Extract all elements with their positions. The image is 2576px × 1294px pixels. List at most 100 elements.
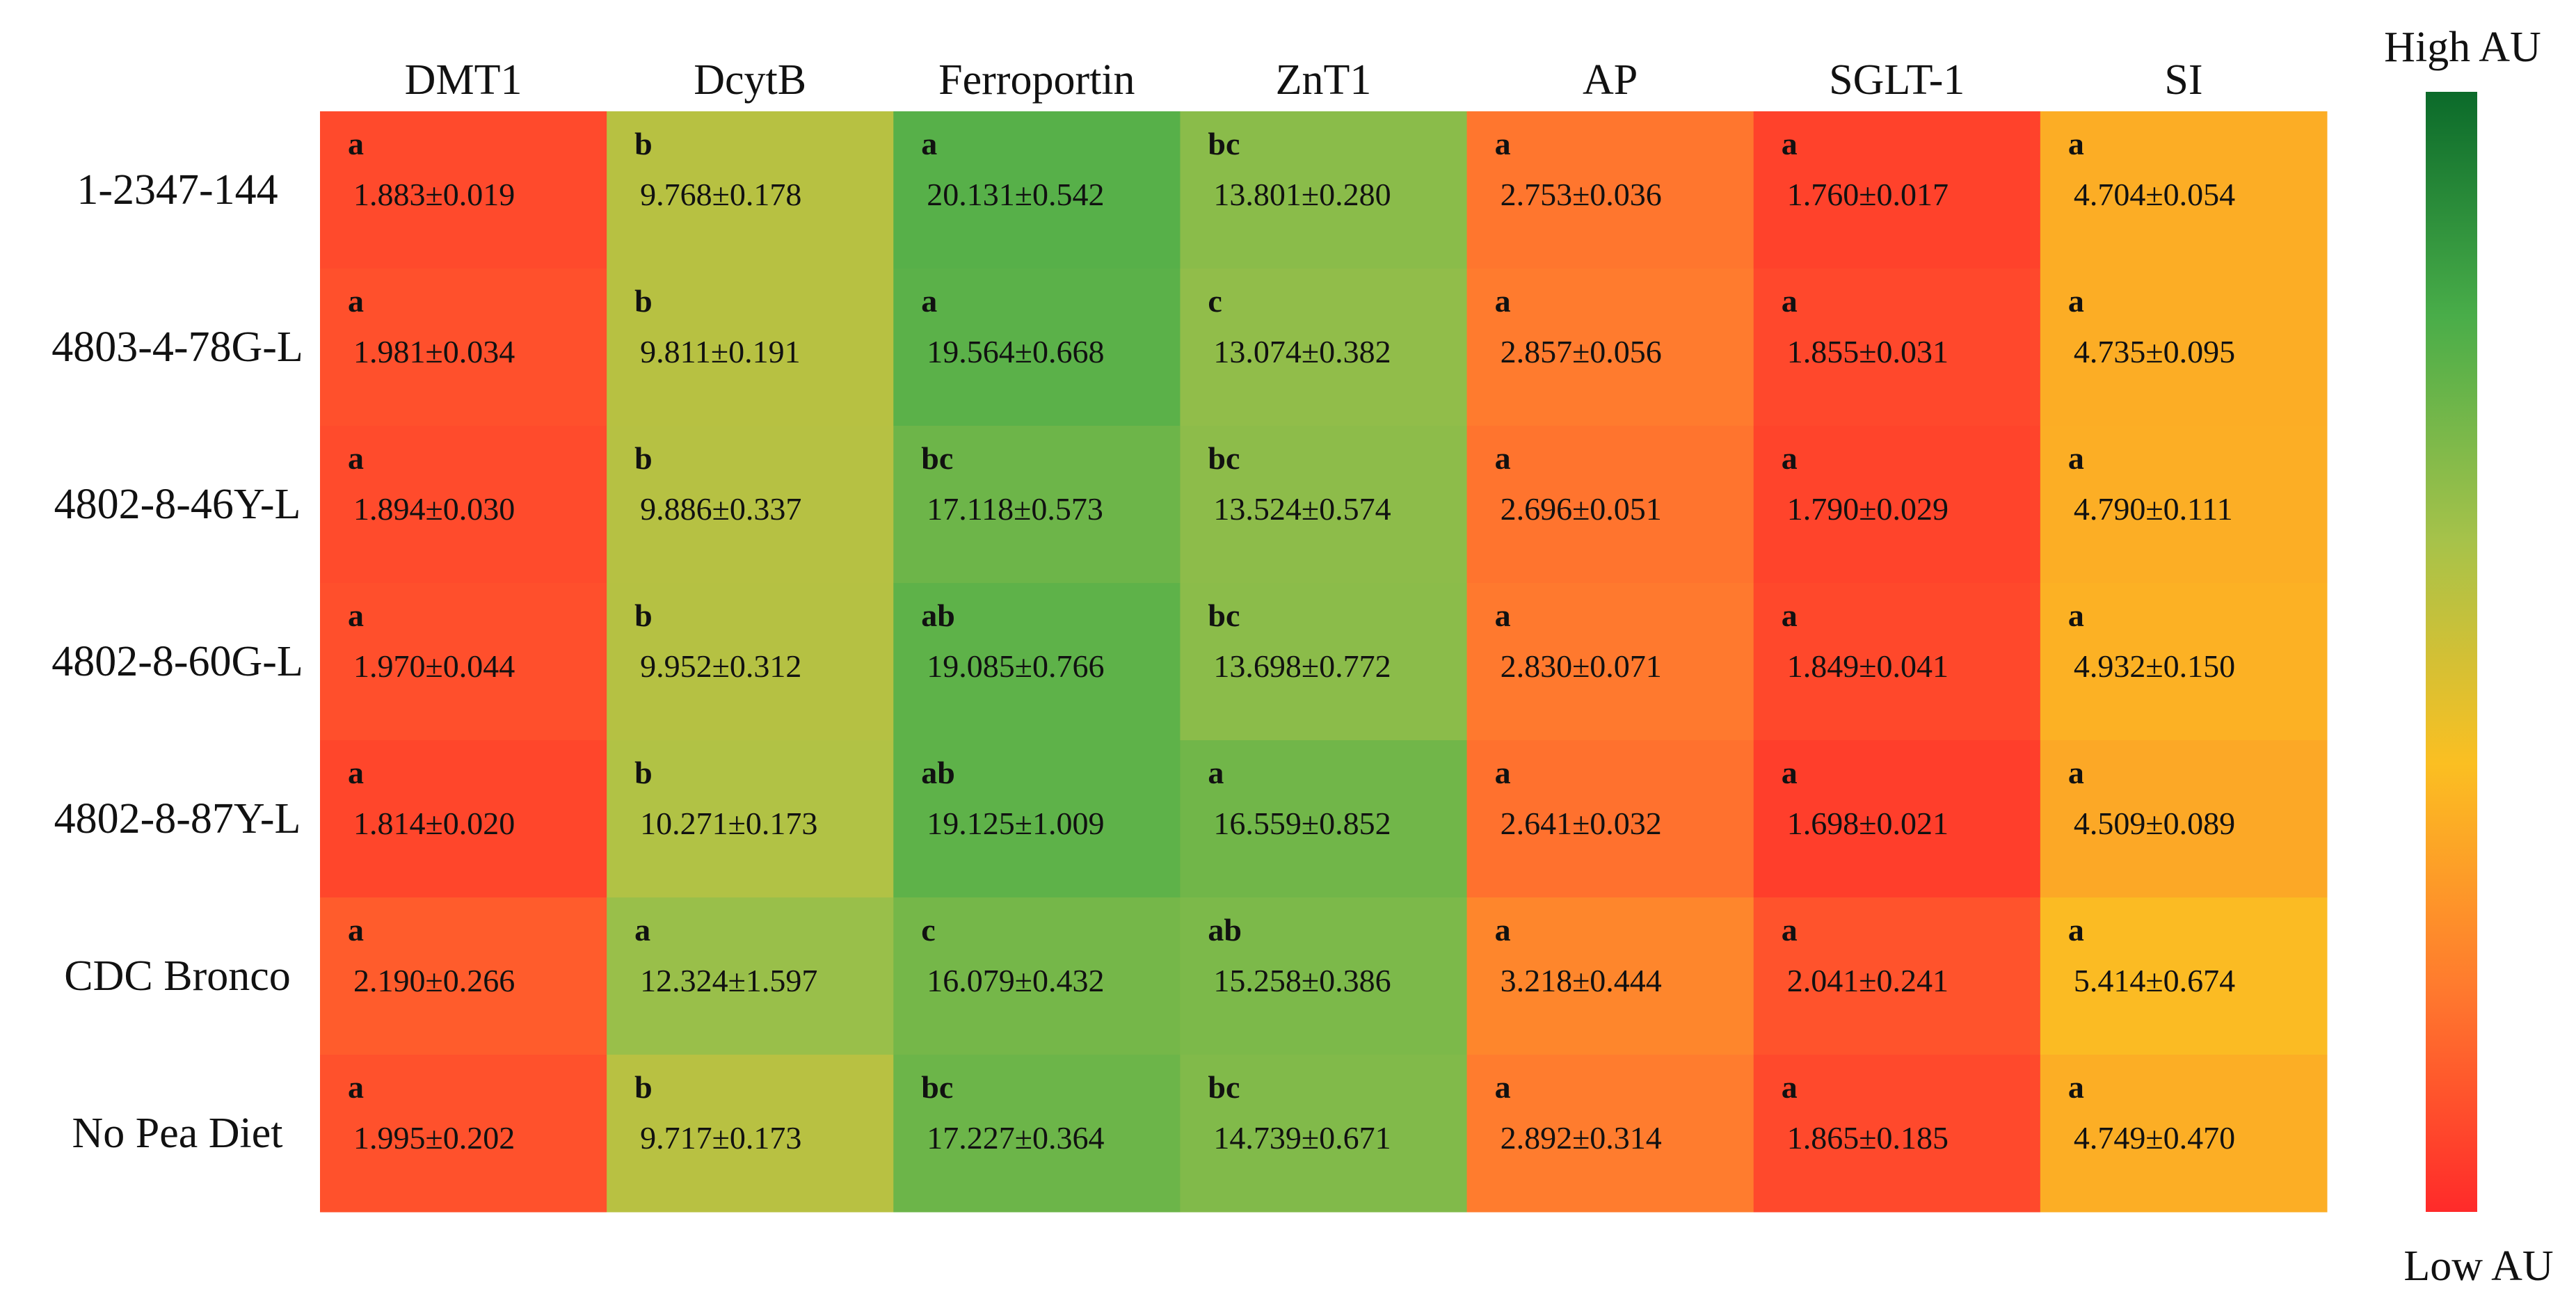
column-label: AP (1583, 56, 1638, 104)
cell-value: 1.790±0.029 (1787, 491, 1949, 527)
heatmap-cell (2040, 583, 2328, 741)
cell-value: 2.041±0.241 (1787, 963, 1949, 998)
cell-value: 4.509±0.089 (2074, 806, 2235, 841)
row-label: 4802-8-60G-L (51, 638, 303, 685)
cell-value: 2.696±0.051 (1501, 491, 1662, 527)
column-label: ZnT1 (1276, 56, 1372, 104)
cell-value: 19.085±0.766 (927, 648, 1104, 684)
heatmap-cell (2040, 1055, 2328, 1213)
heatmap-cell (1466, 1055, 1754, 1213)
significance-letter: a (2068, 440, 2084, 476)
significance-letter: a (1495, 598, 1511, 633)
heatmap-cell (320, 897, 607, 1055)
cell-value: 13.698±0.772 (1213, 648, 1391, 684)
cell-value: 15.258±0.386 (1213, 963, 1391, 998)
row-labels: 1-2347-144 4803-4-78G-L 4802-8-46Y-L 4802-8… (51, 166, 303, 1157)
cell-value: 12.324±1.597 (640, 963, 817, 998)
significance-letter: a (1782, 1069, 1798, 1105)
heatmap-cell (1466, 897, 1754, 1055)
cell-value: 19.564±0.668 (927, 334, 1104, 369)
significance-letter: c (1208, 283, 1222, 319)
cell-value: 4.749±0.470 (2074, 1120, 2235, 1156)
cell-value: 1.865±0.185 (1787, 1120, 1949, 1156)
cell-value: 5.414±0.674 (2074, 963, 2235, 998)
column-label: DcytB (694, 56, 806, 104)
heatmap-cell (607, 111, 894, 269)
cell-value: 1.883±0.019 (353, 177, 515, 212)
cell-value: 10.271±0.173 (640, 806, 817, 841)
heatmap-cell (607, 269, 894, 426)
heatmap-cell (320, 269, 607, 426)
heatmap-cell (2040, 426, 2328, 584)
heatmap-cell (607, 1055, 894, 1213)
legend-high-label: High AU (2384, 24, 2541, 71)
significance-letter: a (348, 598, 364, 633)
significance-letter: a (1782, 126, 1798, 161)
significance-letter: a (1782, 755, 1798, 790)
column-label: SGLT-1 (1829, 56, 1965, 104)
significance-letter: a (2068, 283, 2084, 319)
significance-letter: a (1495, 1069, 1511, 1105)
significance-letter: ab (921, 755, 955, 790)
significance-letter: a (348, 1069, 364, 1105)
significance-letter: a (2068, 126, 2084, 161)
heatmap-cell (320, 740, 607, 898)
row-label: 4802-8-46Y-L (54, 481, 301, 528)
cell-value: 17.227±0.364 (927, 1120, 1104, 1156)
significance-letter: a (348, 912, 364, 948)
significance-letter: a (2068, 1069, 2084, 1105)
cell-value: 1.849±0.041 (1787, 648, 1949, 684)
color-legend: High AU Low AU (2384, 24, 2553, 1290)
heatmap-cell (1180, 583, 1468, 741)
cell-value: 9.811±0.191 (640, 334, 801, 369)
significance-letter: a (1495, 755, 1511, 790)
heatmap-cells: a1.883±0.019b9.768±0.178a20.131±0.542bc1… (320, 111, 2328, 1213)
heatmap-cell (320, 426, 607, 584)
cell-value: 1.698±0.021 (1787, 806, 1949, 841)
heatmap-cell (893, 111, 1181, 269)
column-labels: DMT1 DcytB Ferroportin ZnT1 AP SGLT-1 SI (405, 56, 2203, 104)
legend-gradient-bar (2426, 92, 2477, 1212)
significance-letter: a (2068, 912, 2084, 948)
significance-letter: a (2068, 755, 2084, 790)
heatmap-cell (1753, 269, 2041, 426)
cell-value: 2.753±0.036 (1501, 177, 1662, 212)
significance-letter: a (1495, 440, 1511, 476)
heatmap-cell (1180, 1055, 1468, 1213)
cell-value: 1.894±0.030 (353, 491, 515, 527)
cell-value: 1.970±0.044 (353, 648, 515, 684)
significance-letter: a (348, 755, 364, 790)
significance-letter: a (921, 126, 937, 161)
significance-letter: bc (1208, 440, 1240, 476)
row-label: 4802-8-87Y-L (54, 795, 301, 842)
heatmap-cell (1753, 583, 2041, 741)
cell-value: 20.131±0.542 (927, 177, 1104, 212)
cell-value: 4.932±0.150 (2074, 648, 2235, 684)
row-label: CDC Bronco (64, 952, 291, 1000)
significance-letter: a (1495, 283, 1511, 319)
significance-letter: a (348, 440, 364, 476)
significance-letter: b (634, 598, 653, 633)
cell-value: 4.790±0.111 (2074, 491, 2233, 527)
cell-value: 4.704±0.054 (2074, 177, 2235, 212)
cell-value: 1.981±0.034 (353, 334, 515, 369)
significance-letter: a (1495, 126, 1511, 161)
cell-value: 16.559±0.852 (1213, 806, 1391, 841)
significance-letter: bc (1208, 126, 1240, 161)
significance-letter: b (634, 126, 653, 161)
cell-value: 9.952±0.312 (640, 648, 801, 684)
cell-value: 1.814±0.020 (353, 806, 515, 841)
heatmap-cell (1753, 1055, 2041, 1213)
cell-value: 16.079±0.432 (927, 963, 1104, 998)
heatmap-cell (2040, 269, 2328, 426)
significance-letter: b (634, 755, 653, 790)
significance-letter: b (634, 1069, 653, 1105)
heatmap-cell (1466, 111, 1754, 269)
row-label: 4803-4-78G-L (51, 324, 303, 371)
heatmap-cell (1753, 740, 2041, 898)
significance-letter: a (348, 126, 364, 161)
significance-letter: c (921, 912, 935, 948)
heatmap-cell (893, 897, 1181, 1055)
cell-value: 4.735±0.095 (2074, 334, 2235, 369)
